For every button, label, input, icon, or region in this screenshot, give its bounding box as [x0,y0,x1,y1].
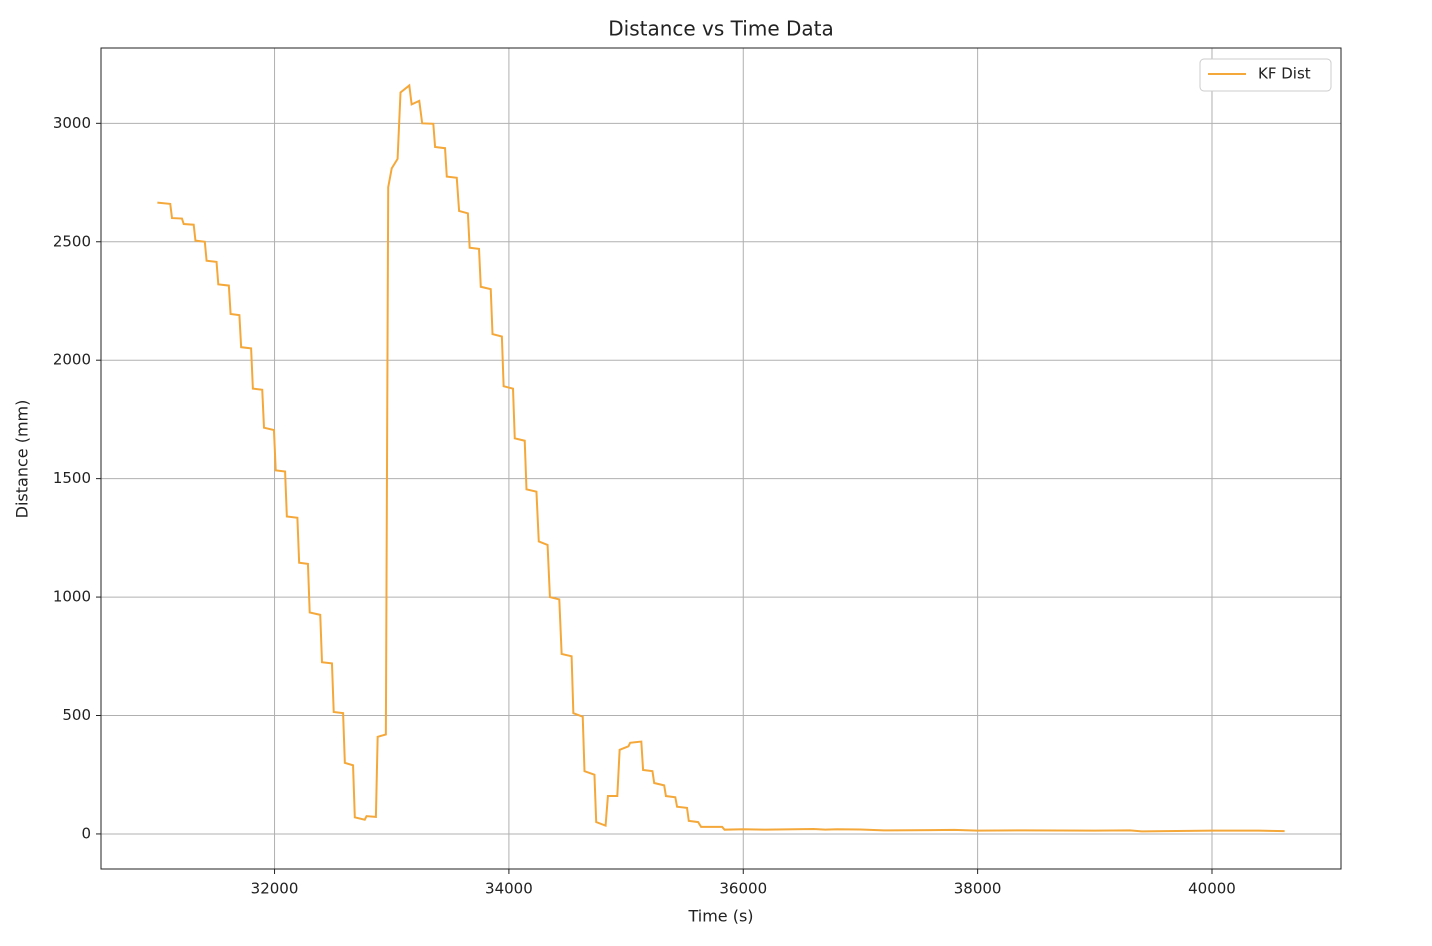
legend-label: KF Dist [1258,65,1311,83]
x-tick-label: 34000 [485,880,533,898]
x-tick-label: 40000 [1188,880,1236,898]
plot-frame [100,47,1342,870]
x-tick-label: 32000 [251,880,299,898]
legend-box [1199,58,1332,92]
x-tick-label: 36000 [719,880,767,898]
y-tick-label: 500 [62,706,91,724]
y-tick-label: 2500 [53,232,91,250]
y-tick-label: 3000 [53,114,91,132]
chart-title: Distance vs Time Data [608,17,833,41]
y-tick-label: 1000 [53,588,91,606]
y-tick-label: 1500 [53,469,91,487]
x-axis-label: Time (s) [687,907,753,926]
y-tick-label: 2000 [53,351,91,369]
y-axis-label: Distance (mm) [13,400,32,519]
x-tick-label: 38000 [954,880,1002,898]
data-line [157,83,1285,833]
y-tick-label: 0 [81,824,91,842]
